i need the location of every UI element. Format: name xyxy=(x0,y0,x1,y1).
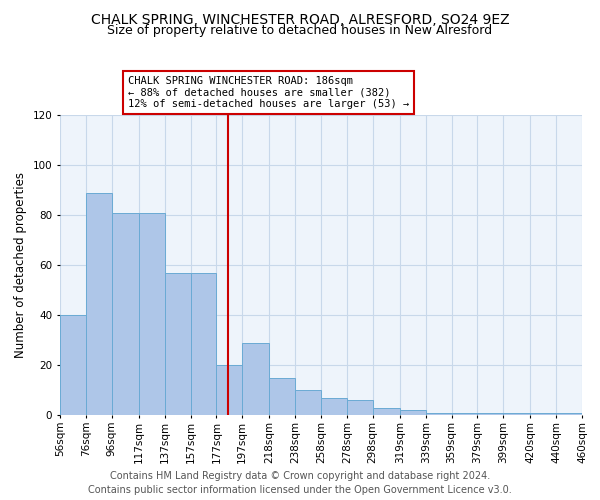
Bar xyxy=(60,315,86,415)
Bar xyxy=(530,412,556,415)
Bar xyxy=(242,342,269,415)
Bar xyxy=(400,410,425,415)
Bar xyxy=(112,212,139,415)
Bar xyxy=(269,378,295,415)
Bar xyxy=(503,412,530,415)
Bar xyxy=(164,272,191,415)
Text: Size of property relative to detached houses in New Alresford: Size of property relative to detached ho… xyxy=(107,24,493,37)
Bar xyxy=(425,412,452,415)
Bar xyxy=(452,412,478,415)
Bar xyxy=(373,408,400,415)
Bar xyxy=(347,400,373,415)
Y-axis label: Number of detached properties: Number of detached properties xyxy=(14,172,27,358)
Bar xyxy=(295,390,321,415)
Bar xyxy=(139,212,164,415)
Bar xyxy=(217,365,242,415)
Bar xyxy=(478,412,503,415)
Bar xyxy=(86,192,112,415)
Bar xyxy=(556,412,582,415)
Text: CHALK SPRING, WINCHESTER ROAD, ALRESFORD, SO24 9EZ: CHALK SPRING, WINCHESTER ROAD, ALRESFORD… xyxy=(91,12,509,26)
Text: CHALK SPRING WINCHESTER ROAD: 186sqm
← 88% of detached houses are smaller (382)
: CHALK SPRING WINCHESTER ROAD: 186sqm ← 8… xyxy=(128,76,409,109)
Text: Contains HM Land Registry data © Crown copyright and database right 2024.
Contai: Contains HM Land Registry data © Crown c… xyxy=(88,471,512,495)
Bar xyxy=(321,398,347,415)
Bar xyxy=(191,272,217,415)
